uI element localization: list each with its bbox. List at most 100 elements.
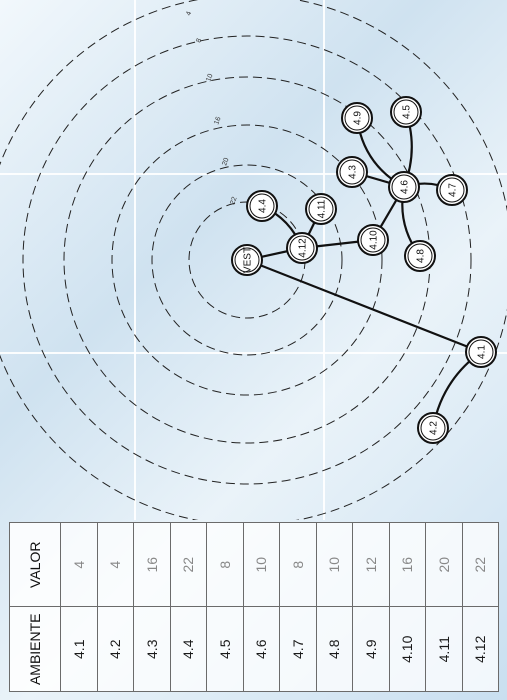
node-label: VEST — [243, 247, 254, 273]
header-valor: VALOR — [9, 522, 61, 607]
node-label: 4.6 — [400, 180, 411, 194]
connection-line — [246, 258, 482, 354]
cell-ambiente: 4.9 — [352, 607, 389, 692]
cell-ambiente: 4.11 — [425, 607, 462, 692]
ring-label: 10 — [205, 73, 214, 83]
node-circle — [417, 412, 449, 444]
table-row: 4.2 4 — [97, 522, 134, 692]
cell-ambiente: 4.4 — [170, 607, 207, 692]
table-row: 4.12 22 — [462, 522, 499, 692]
node-label: 4.8 — [416, 249, 427, 263]
room-node: 4.4 — [246, 190, 278, 222]
cell-valor: 4 — [60, 522, 97, 607]
node-circle — [305, 193, 337, 225]
room-node: 4.1 — [465, 336, 497, 368]
room-node: 4.10 — [357, 224, 389, 256]
cell-valor: 4 — [97, 522, 134, 607]
node-label: 4.9 — [353, 111, 364, 125]
cell-valor: 8 — [279, 522, 316, 607]
node-label: 4.11 — [317, 199, 328, 218]
room-node: 4.2 — [417, 412, 449, 444]
distance-ring — [151, 164, 343, 356]
cell-valor: 22 — [462, 522, 499, 607]
room-node: 4.3 — [336, 156, 368, 188]
node-circle — [286, 232, 318, 264]
table-row: 4.1 4 — [60, 522, 97, 692]
node-inner-ring — [234, 247, 260, 273]
node-inner-ring — [249, 193, 275, 219]
grid-line — [0, 173, 507, 175]
table-row: 4.3 16 — [133, 522, 170, 692]
room-node: VEST — [231, 244, 263, 276]
table-row: 4.11 20 — [425, 522, 462, 692]
ring-label: 20 — [221, 157, 230, 167]
cell-valor: 16 — [133, 522, 170, 607]
table-header-row: AMBIENTE VALOR — [9, 522, 61, 692]
node-circle — [390, 96, 422, 128]
distance-ring — [111, 124, 383, 396]
cell-valor: 16 — [389, 522, 426, 607]
node-label: 4.5 — [402, 105, 413, 119]
distance-ring — [22, 35, 472, 485]
node-circle — [436, 174, 468, 206]
node-inner-ring — [391, 174, 417, 200]
cell-ambiente: 4.8 — [316, 607, 353, 692]
room-node: 4.6 — [388, 171, 420, 203]
room-node: 4.11 — [305, 193, 337, 225]
node-circle — [336, 156, 368, 188]
cell-valor: 8 — [206, 522, 243, 607]
cell-ambiente: 4.7 — [279, 607, 316, 692]
node-inner-ring — [308, 196, 334, 222]
node-label: 4.3 — [348, 165, 359, 179]
node-inner-ring — [420, 415, 446, 441]
node-inner-ring — [339, 159, 365, 185]
node-label: 4.12 — [298, 238, 309, 258]
node-inner-ring — [360, 227, 386, 253]
cell-ambiente: 4.10 — [389, 607, 426, 692]
grid-line — [323, 0, 325, 520]
room-node: 4.5 — [390, 96, 422, 128]
room-node: 4.8 — [404, 240, 436, 272]
node-circle — [231, 244, 263, 276]
cell-ambiente: 4.12 — [462, 607, 499, 692]
node-inner-ring — [468, 339, 494, 365]
ring-label: 22 — [229, 196, 238, 206]
table-row: 4.4 22 — [170, 522, 207, 692]
cell-valor: 10 — [316, 522, 353, 607]
room-node: 4.12 — [286, 232, 318, 264]
cell-ambiente: 4.3 — [133, 607, 170, 692]
table-row: 4.6 10 — [243, 522, 280, 692]
proximity-diagram: 4 8 10 16 20 22 VEST 4.1 4.2 4.3 4.4 4.5 4.6 4.7 4.8 4… — [0, 0, 507, 520]
cell-ambiente: 4.5 — [206, 607, 243, 692]
node-inner-ring — [439, 177, 465, 203]
table-row: 4.7 8 — [279, 522, 316, 692]
node-label: 4.7 — [448, 183, 459, 197]
table-body: 4.1 4 4.2 4 4.3 16 4.4 22 4.5 8 4.6 10 4.7 8 4.8 10 4.9 1… — [60, 522, 499, 692]
node-inner-ring — [344, 105, 370, 131]
node-label: 4.10 — [369, 230, 380, 250]
ring-label: 4 — [185, 11, 193, 17]
table-row: 4.8 10 — [316, 522, 353, 692]
values-table: AMBIENTE VALOR 4.1 4 4.2 4 4.3 16 4.4 22 4.5 8 4.6… — [9, 522, 499, 692]
cell-valor: 12 — [352, 522, 389, 607]
room-node: 4.9 — [341, 102, 373, 134]
ring-label: 8 — [195, 38, 203, 44]
node-label: 4.1 — [477, 345, 488, 359]
node-circle — [388, 171, 420, 203]
grid-line — [134, 0, 136, 520]
room-nodes: VEST 4.1 4.2 4.3 4.4 4.5 4.6 4.7 4.8 4.9 4.10 4.11 4… — [231, 96, 497, 444]
cell-ambiente: 4.2 — [97, 607, 134, 692]
table-row: 4.5 8 — [206, 522, 243, 692]
table-row: 4.10 16 — [389, 522, 426, 692]
table-row: 4.9 12 — [352, 522, 389, 692]
ring-labels: 4 8 10 16 20 22 — [185, 11, 238, 206]
grid-line — [0, 352, 507, 354]
values-table-container: AMBIENTE VALOR 4.1 4 4.2 4 4.3 16 4.4 22 4.5 8 4.6… — [9, 522, 499, 692]
node-inner-ring — [289, 235, 315, 261]
node-circle — [341, 102, 373, 134]
ring-label: 16 — [213, 116, 222, 126]
node-inner-ring — [393, 99, 419, 125]
node-circle — [404, 240, 436, 272]
cell-ambiente: 4.6 — [243, 607, 280, 692]
node-circle — [246, 190, 278, 222]
